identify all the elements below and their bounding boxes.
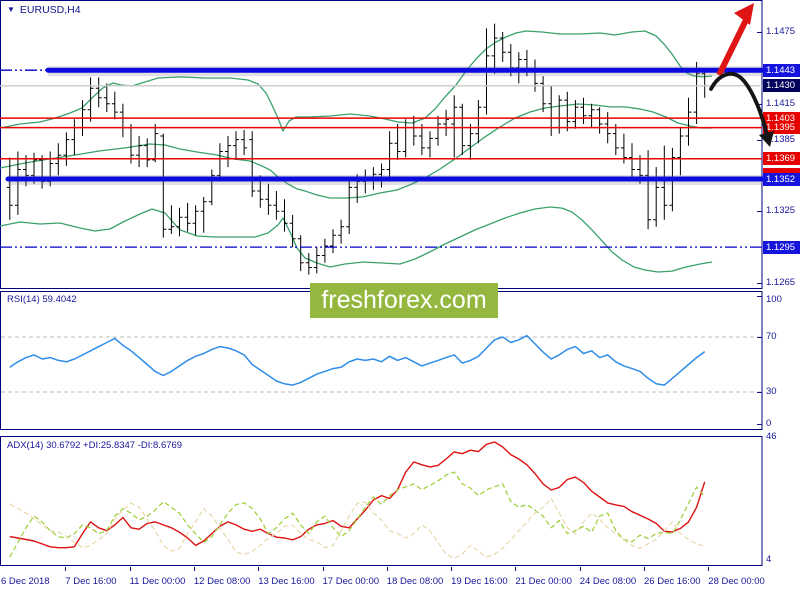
time-label: 19 Dec 16:00 <box>451 576 508 587</box>
rsi-line <box>9 334 706 386</box>
symbol-timeframe-label: EURUSD,H4 <box>19 4 81 16</box>
time-tick <box>644 567 645 571</box>
price-badge-1.1430: 1.1430 <box>763 79 800 93</box>
price-label-1.1475: 1.1475 <box>766 26 796 37</box>
broker-watermark: freshforex.com <box>310 283 498 318</box>
rsi-scale-0: 0 <box>766 418 772 429</box>
adx-pane-frame <box>0 436 763 566</box>
symbol-dropdown-icon: ▼ <box>7 5 15 14</box>
time-label: 13 Dec 16:00 <box>258 576 315 587</box>
price-tick <box>757 283 762 284</box>
time-tick <box>258 567 260 571</box>
plus-di-line <box>9 471 706 558</box>
rsi-scale-tick <box>757 296 762 297</box>
price-tick <box>757 103 762 105</box>
price-label-1.1325: 1.1325 <box>766 205 796 217</box>
price-tick <box>757 139 762 141</box>
time-label: 7 Dec 16:00 <box>65 576 117 587</box>
price-badge-1.1295: 1.1295 <box>763 240 800 254</box>
rsi-scale-30: 30 <box>766 386 777 397</box>
time-tick <box>129 567 131 571</box>
price-tick <box>757 32 762 33</box>
adx-indicator-label: ADX(14) 30.6792 +DI:25.8347 -DI:8.6769 <box>7 440 183 451</box>
time-tick <box>708 567 710 571</box>
price-badge-1.1369: 1.1369 <box>763 152 800 166</box>
time-tick <box>322 567 324 571</box>
rsi-scale-tick <box>757 392 762 393</box>
rsi-scale-tick <box>757 424 762 425</box>
time-label: 12 Dec 08:00 <box>193 576 251 587</box>
time-label: 17 Dec 00:00 <box>322 576 380 587</box>
time-tick <box>386 567 388 571</box>
minus-di-line <box>9 497 705 560</box>
price-label-1.1385: 1.1385 <box>766 133 796 145</box>
bollinger-lower-band <box>0 206 713 273</box>
rsi-scale-70: 70 <box>766 331 777 342</box>
time-label: 6 Dec 2018 <box>1 576 50 587</box>
price-label-1.1265: 1.1265 <box>766 277 796 288</box>
price-badge-1.1395: 1.1395 <box>763 121 800 135</box>
time-tick <box>579 567 581 571</box>
rsi-indicator-label: RSI(14) 59.4042 <box>7 294 77 305</box>
price-tick <box>757 211 762 213</box>
time-label: 24 Dec 08:00 <box>579 576 637 587</box>
adx-scale-4: 4 <box>766 554 772 565</box>
bollinger-upper-band <box>0 30 713 132</box>
time-tick <box>65 567 67 571</box>
time-label: 11 Dec 00:00 <box>129 576 186 587</box>
time-tick <box>451 567 453 571</box>
time-tick <box>193 567 195 571</box>
time-label: 28 Dec 00:00 <box>708 576 765 587</box>
bollinger-middle-band <box>0 103 712 199</box>
adx-line <box>9 441 706 549</box>
price-badge-1.1443: 1.1443 <box>763 63 800 77</box>
price-label-1.1415: 1.1415 <box>766 97 796 109</box>
time-label: 18 Dec 08:00 <box>386 576 444 587</box>
chart-title-bar: ▼ EURUSD,H4 <box>7 4 81 16</box>
time-label: 26 Dec 16:00 <box>644 576 701 587</box>
rsi-scale-tick <box>757 337 762 338</box>
time-tick <box>515 567 517 571</box>
rsi-scale-100: 100 <box>766 294 782 305</box>
price-badge-1.1352: 1.1352 <box>763 172 800 186</box>
adx-scale-46: 46 <box>766 431 777 442</box>
main-pane-frame <box>0 0 763 289</box>
time-label: 21 Dec 00:00 <box>515 576 572 587</box>
